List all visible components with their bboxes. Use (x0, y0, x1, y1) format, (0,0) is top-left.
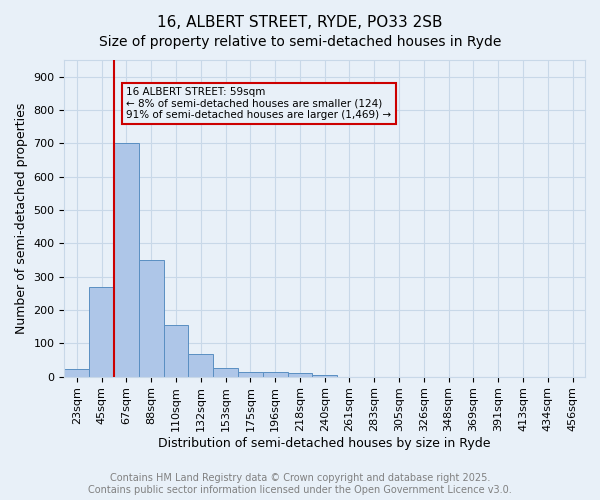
Bar (287, 374, 313, 376)
Text: 16, ALBERT STREET, RYDE, PO33 2SB: 16, ALBERT STREET, RYDE, PO33 2SB (157, 15, 443, 30)
Bar (263, 372, 287, 376)
Bar (238, 372, 263, 376)
X-axis label: Distribution of semi-detached houses by size in Ryde: Distribution of semi-detached houses by … (158, 437, 491, 450)
Text: 16 ALBERT STREET: 59sqm
← 8% of semi-detached houses are smaller (124)
91% of se: 16 ALBERT STREET: 59sqm ← 8% of semi-det… (127, 86, 392, 120)
Bar (313, 375, 337, 376)
Bar (89, 286, 114, 376)
Bar (164, 325, 188, 376)
Bar (114, 144, 139, 376)
Bar (213, 368, 238, 376)
Bar (64, 370, 89, 376)
Bar (139, 260, 164, 376)
Y-axis label: Number of semi-detached properties: Number of semi-detached properties (15, 102, 28, 334)
Text: Size of property relative to semi-detached houses in Ryde: Size of property relative to semi-detach… (99, 35, 501, 49)
Bar (188, 354, 213, 376)
Text: Contains HM Land Registry data © Crown copyright and database right 2025.
Contai: Contains HM Land Registry data © Crown c… (88, 474, 512, 495)
